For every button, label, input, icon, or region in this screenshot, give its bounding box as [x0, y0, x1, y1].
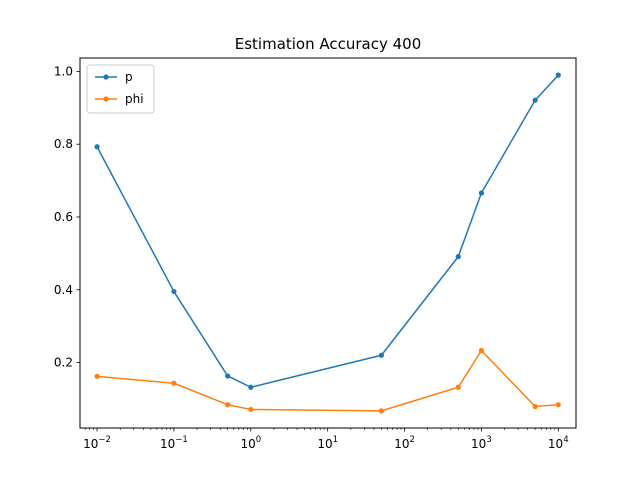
data-point-p: [532, 97, 538, 103]
data-point-phi: [378, 408, 385, 414]
data-point-p: [171, 288, 177, 295]
x-tick-label: 10−2: [83, 435, 111, 451]
chart-title: Estimation Accuracy 400: [235, 35, 422, 53]
data-point-phi: [225, 402, 231, 408]
data-point-p: [94, 144, 100, 150]
legend-marker-phi: [103, 96, 109, 102]
x-tick-label: 10−1: [160, 435, 188, 451]
data-point-p: [455, 254, 461, 260]
data-point-phi: [455, 384, 461, 390]
legend-box: [86, 64, 155, 114]
legend-label-phi: phi: [125, 92, 144, 106]
data-point-phi: [555, 402, 561, 408]
data-point-p: [248, 384, 254, 390]
data-point-phi: [248, 406, 254, 413]
x-tick-label: 103: [471, 435, 492, 451]
data-point-p: [378, 352, 385, 358]
data-point-phi: [171, 380, 177, 386]
y-tick-label: 0.8: [54, 137, 73, 151]
data-point-p: [555, 72, 561, 78]
legend-marker-p: [103, 74, 109, 80]
data-point-p: [225, 373, 231, 379]
y-tick-label: 1.0: [54, 64, 73, 78]
data-point-phi: [94, 373, 100, 379]
y-tick-label: 0.2: [54, 356, 73, 370]
legend: p phi: [86, 64, 155, 114]
x-tick-label: 101: [317, 435, 338, 451]
x-tick-label: 102: [394, 435, 415, 451]
x-tick-label: 104: [548, 435, 569, 451]
plot-frame: [79, 57, 577, 429]
data-point-phi: [478, 347, 485, 354]
y-tick-label: 0.4: [54, 283, 73, 297]
x-tick-label: 100: [240, 435, 261, 451]
legend-label-p: p: [125, 70, 133, 84]
data-point-p: [478, 190, 485, 196]
y-tick-label: 0.6: [54, 210, 73, 224]
data-point-phi: [532, 403, 538, 410]
